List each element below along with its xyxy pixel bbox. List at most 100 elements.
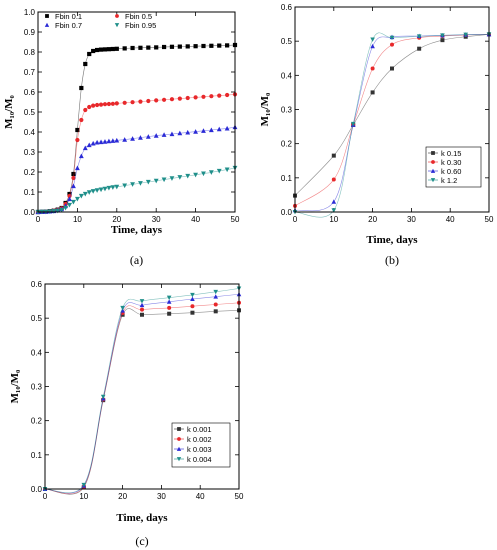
data-point [440, 33, 445, 38]
y-tick-label: 1.0 [24, 8, 36, 17]
plot-frame [294, 6, 490, 213]
data-point [209, 43, 214, 48]
data-point [98, 139, 104, 145]
data-point [110, 46, 115, 52]
y-tick-label: 0.3 [281, 106, 293, 115]
data-point [145, 134, 151, 139]
data-point [82, 191, 88, 197]
data-point [190, 310, 195, 315]
legend-marker [430, 168, 436, 173]
series-k-0-004 [42, 286, 242, 494]
data-point [59, 207, 65, 213]
data-point [139, 302, 145, 308]
y-tick-label: 0.2 [24, 168, 36, 177]
data-point [177, 130, 183, 136]
y-tick-label: 0.7 [24, 68, 36, 77]
data-point [130, 100, 135, 105]
legend-marker [177, 437, 181, 441]
legend-label: k 0.003 [187, 445, 212, 454]
legend-marker [176, 457, 182, 462]
chart-panel-a: 0 10 20 30 40 50 0.0 0.1 0.2 0.3 0.4 0.5 0.6 0.7 0.8 0.… [3, 8, 240, 267]
x-axis-label: Time, days [116, 512, 168, 524]
legend-label: k 0.004 [187, 455, 212, 464]
data-point [110, 101, 115, 106]
y-tick-label: 0.1 [24, 188, 36, 197]
data-point [79, 85, 84, 91]
data-point [390, 42, 394, 47]
x-tick-label: 30 [407, 215, 416, 224]
y-tick-label: 0.6 [281, 3, 293, 12]
plot-frame [44, 283, 240, 490]
data-point [74, 165, 80, 171]
data-point [208, 170, 214, 175]
legend-label: k 0.30 [441, 158, 461, 167]
data-point [90, 140, 96, 146]
data-point [370, 66, 375, 71]
data-point [166, 295, 172, 301]
plot-frame [37, 11, 236, 213]
data-point [51, 209, 57, 214]
data-point [177, 96, 182, 101]
data-point [110, 138, 116, 143]
data-point [331, 199, 337, 204]
data-point [139, 299, 145, 304]
data-point [166, 299, 172, 304]
x-tick-label: 50 [485, 215, 494, 224]
data-point [67, 196, 72, 202]
data-point [90, 189, 96, 194]
data-point [193, 129, 199, 134]
data-point [331, 153, 336, 158]
data-point [106, 47, 112, 52]
data-point [370, 43, 375, 49]
data-point [106, 185, 112, 191]
y-tick-label: 0.5 [24, 108, 36, 117]
panel-caption: (a) [130, 253, 143, 267]
data-point [224, 167, 230, 173]
data-point [146, 45, 151, 50]
series-fbin-0-5 [35, 92, 238, 215]
data-point [185, 129, 191, 135]
legend-marker [44, 22, 50, 27]
data-point [83, 107, 88, 113]
data-point [145, 179, 151, 185]
data-point [102, 102, 108, 107]
data-point [87, 104, 92, 110]
x-tick-label: 10 [329, 215, 338, 224]
data-point [91, 103, 96, 108]
legend-label: k 0.15 [441, 149, 461, 158]
x-tick-label: 0 [43, 492, 48, 501]
panel-caption: (c) [135, 534, 148, 548]
legend-label: Fbin 0.1 [55, 12, 82, 21]
data-point [370, 90, 375, 95]
x-axis-label: Time, days [111, 224, 163, 236]
legend-box [171, 422, 231, 468]
data-point [201, 94, 206, 99]
data-point [225, 92, 230, 98]
data-point [114, 137, 120, 143]
legend-label: Fbin 0.5 [125, 12, 152, 21]
data-point [138, 45, 143, 50]
legend: Fbin 0.1 Fbin 0.5 Fbin 0.7 Fbin 0.95 [44, 12, 156, 30]
legend-label: k 0.002 [187, 435, 212, 444]
data-point [167, 311, 172, 316]
data-point [201, 128, 206, 133]
data-point [75, 137, 80, 143]
x-tick-label: 50 [235, 492, 244, 501]
data-point [100, 394, 106, 400]
data-point [331, 177, 336, 182]
data-point [106, 138, 112, 144]
y-tick-label: 0.4 [281, 71, 293, 80]
y-tick-label: 0.4 [31, 348, 43, 357]
data-point [122, 46, 127, 51]
legend-label: Fbin 0.95 [125, 21, 156, 30]
data-point [78, 193, 84, 199]
data-point [130, 136, 135, 141]
y-tick-label: 0.9 [24, 28, 36, 37]
data-point [86, 142, 92, 148]
series-fbin-0-1 [35, 42, 238, 215]
data-point [138, 135, 143, 140]
data-point [120, 305, 125, 311]
data-point [75, 127, 80, 133]
data-point [154, 98, 159, 103]
data-point [350, 121, 356, 127]
